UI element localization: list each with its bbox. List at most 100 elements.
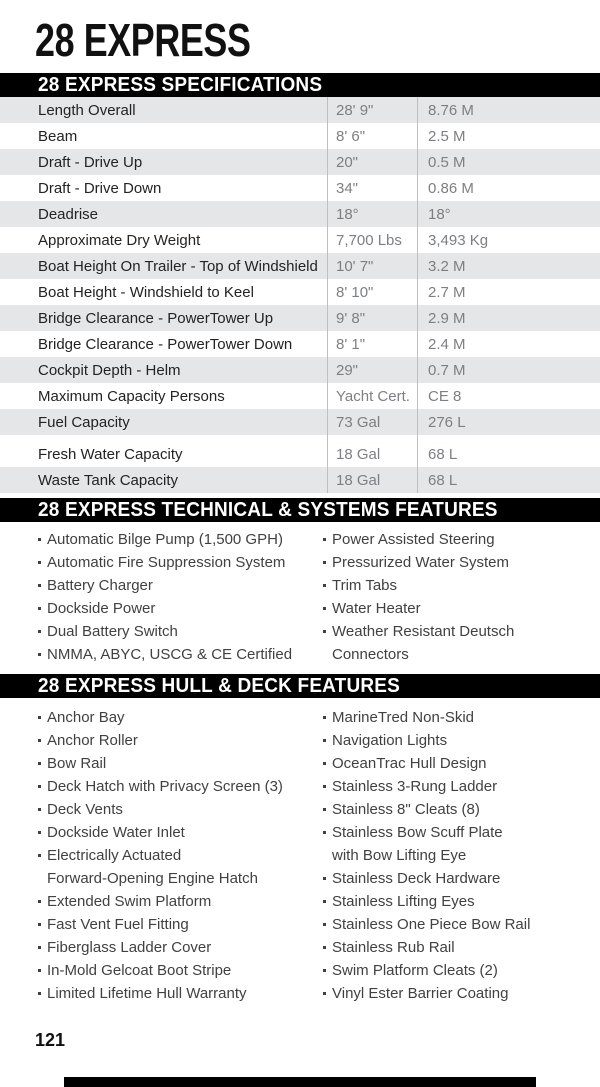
feature-item-label: Deck Hatch with Privacy Screen (3)	[47, 778, 283, 795]
feature-item: Vinyl Ester Barrier Coating	[323, 982, 600, 1005]
bullet-icon	[38, 561, 41, 564]
feature-item-label: Fiberglass Ladder Cover	[47, 939, 212, 956]
feature-item: Bow Rail	[38, 752, 323, 775]
spec-value-metric: 3.2 M	[428, 257, 466, 275]
feature-item: Automatic Bilge Pump (1,500 GPH)	[38, 528, 323, 551]
spec-value-metric: 18°	[428, 205, 451, 223]
spec-value-imperial: 7,700 Lbs	[336, 231, 402, 249]
feature-item-label: Power Assisted Steering	[332, 531, 495, 548]
spec-label: Length Overall	[38, 101, 136, 119]
bullet-icon	[38, 716, 41, 719]
feature-item-label: Battery Charger	[47, 577, 153, 594]
section-header-hull-deck: 28 EXPRESS HULL & DECK FEATURES	[0, 674, 600, 698]
feature-item: Stainless One Piece Bow Rail	[323, 913, 600, 936]
bullet-icon	[38, 900, 41, 903]
spec-value-imperial: 9' 8"	[336, 309, 366, 327]
feature-item: Power Assisted Steering	[323, 528, 600, 551]
spec-value-metric: 0.86 M	[428, 179, 474, 197]
feature-item: Deck Vents	[38, 798, 323, 821]
bullet-icon	[323, 969, 326, 972]
feature-item: Anchor Roller	[38, 729, 323, 752]
spec-value-imperial: 8' 1"	[336, 335, 366, 353]
page-number: 121	[35, 1030, 66, 1050]
bullet-icon	[38, 923, 41, 926]
feature-item-label: Fast Vent Fuel Fitting	[47, 916, 189, 933]
feature-item: In-Mold Gelcoat Boot Stripe	[38, 959, 323, 982]
feature-item-label: Vinyl Ester Barrier Coating	[332, 985, 509, 1002]
feature-item-label: NMMA, ABYC, USCG & CE Certified	[47, 646, 293, 663]
spec-label: Bridge Clearance - PowerTower Down	[38, 335, 293, 353]
spec-value-imperial: 20"	[336, 153, 359, 171]
spec-value-metric: 276 L	[428, 413, 466, 431]
spec-row: Bridge Clearance - PowerTower Down 8' 1" 2…	[0, 331, 600, 357]
feature-item-label: Stainless 3-Rung Ladder	[332, 778, 498, 795]
bullet-icon	[38, 992, 41, 995]
feature-item: Water Heater	[323, 597, 600, 620]
feature-column: Anchor Bay Anchor Roller Bow Rail Deck Hatc…	[38, 706, 323, 1005]
bullet-icon	[38, 969, 41, 972]
spec-value-metric: 2.4 M	[428, 335, 466, 353]
feature-column: Automatic Bilge Pump (1,500 GPH) Automati…	[38, 528, 323, 666]
spec-value-imperial: 8' 6"	[336, 127, 366, 145]
spec-value-imperial: 18°	[336, 205, 359, 223]
spec-label: Approximate Dry Weight	[38, 231, 201, 249]
bullet-icon	[38, 785, 41, 788]
feature-item-label: Dockside Power	[47, 600, 156, 617]
feature-item: Electrically Actuated	[38, 844, 323, 867]
feature-item: Stainless Deck Hardware	[323, 867, 600, 890]
feature-item: Forward-Opening Engine Hatch	[38, 867, 323, 890]
spec-value-imperial: 73 Gal	[336, 413, 381, 431]
spec-label: Maximum Capacity Persons	[38, 387, 225, 405]
spec-label: Fresh Water Capacity	[38, 445, 183, 463]
spec-value-imperial: 29"	[336, 361, 359, 379]
spec-label: Draft - Drive Up	[38, 153, 143, 171]
spec-value-metric: 8.76 M	[428, 101, 474, 119]
column-divider-imperial	[327, 97, 328, 493]
feature-item-label: Limited Lifetime Hull Warranty	[47, 985, 247, 1002]
spec-row: Length Overall 28' 9" 8.76 M	[0, 97, 600, 123]
spec-row: Maximum Capacity Persons Yacht Cert. CE 8	[0, 383, 600, 409]
feature-item: Stainless Rub Rail	[323, 936, 600, 959]
spec-value-metric: CE 8	[428, 387, 462, 405]
feature-item-label: with Bow Lifting Eye	[332, 847, 467, 864]
technical-features-list: Automatic Bilge Pump (1,500 GPH) Automati…	[0, 522, 600, 666]
feature-item-label: Stainless Lifting Eyes	[332, 893, 475, 910]
spec-value-metric: 2.7 M	[428, 283, 466, 301]
spec-row: Waste Tank Capacity 18 Gal 68 L	[0, 467, 600, 493]
section-header-technical: 28 EXPRESS TECHNICAL & SYSTEMS FEATURES	[0, 498, 600, 522]
spec-value-metric: 2.5 M	[428, 127, 466, 145]
spec-value-imperial: 18 Gal	[336, 471, 381, 489]
feature-item-label: Trim Tabs	[332, 577, 398, 594]
feature-item-label: Dual Battery Switch	[47, 623, 178, 640]
spec-label: Boat Height - Windshield to Keel	[38, 283, 254, 301]
feature-column: Power Assisted Steering Pressurized Water…	[323, 528, 600, 666]
feature-item-label: In-Mold Gelcoat Boot Stripe	[47, 962, 232, 979]
spec-value-metric: 68 L	[428, 471, 458, 489]
feature-item: Connectors	[323, 643, 600, 666]
feature-item-label: Connectors	[332, 646, 409, 663]
feature-item: Deck Hatch with Privacy Screen (3)	[38, 775, 323, 798]
feature-item: Stainless Lifting Eyes	[323, 890, 600, 913]
feature-item-label: Anchor Roller	[47, 732, 138, 749]
spec-label: Cockpit Depth - Helm	[38, 361, 181, 379]
bullet-icon	[323, 877, 326, 880]
feature-item: Dockside Water Inlet	[38, 821, 323, 844]
feature-item: OceanTrac Hull Design	[323, 752, 600, 775]
feature-item-label: MarineTred Non-Skid	[332, 709, 474, 726]
bullet-icon	[323, 607, 326, 610]
section-header-technical-label: 28 EXPRESS TECHNICAL & SYSTEMS FEATURES	[38, 498, 498, 521]
bullet-icon	[323, 538, 326, 541]
spec-row: Approximate Dry Weight 7,700 Lbs 3,493 Kg	[0, 227, 600, 253]
spec-row: Draft - Drive Up 20" 0.5 M	[0, 149, 600, 175]
feature-item: Stainless 3-Rung Ladder	[323, 775, 600, 798]
spec-label: Draft - Drive Down	[38, 179, 162, 197]
bullet-icon	[38, 854, 41, 857]
bullet-icon	[323, 584, 326, 587]
feature-item: Navigation Lights	[323, 729, 600, 752]
feature-item: Battery Charger	[38, 574, 323, 597]
feature-item: Dual Battery Switch	[38, 620, 323, 643]
spec-value-metric: 68 L	[428, 445, 458, 463]
spec-row: Fresh Water Capacity 18 Gal 68 L	[0, 441, 600, 467]
spec-value-imperial: 18 Gal	[336, 445, 381, 463]
feature-item-label: Stainless Bow Scuff Plate	[332, 824, 503, 841]
